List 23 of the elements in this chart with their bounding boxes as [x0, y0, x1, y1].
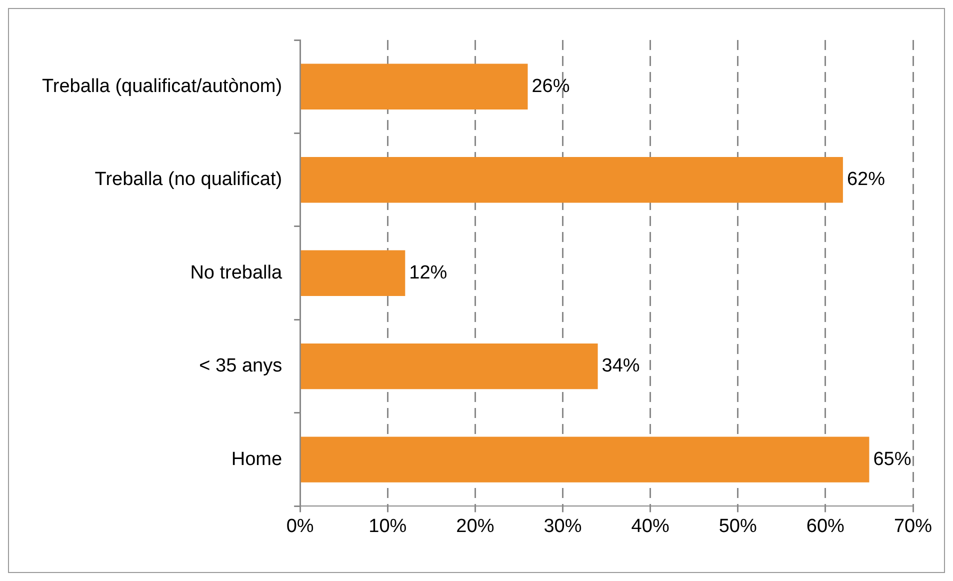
bar [300, 250, 406, 296]
bar [300, 157, 843, 203]
data-label: 62% [846, 169, 886, 190]
y-tick-label: Home [231, 448, 282, 470]
bar [300, 436, 870, 482]
x-tick-label: 60% [806, 516, 845, 537]
x-tick-label: 50% [718, 516, 757, 537]
data-label: 65% [873, 448, 912, 470]
bar [300, 343, 598, 390]
y-tick-label: Treballa (qualificat/autònom) [42, 76, 282, 97]
x-tick-label: 30% [544, 516, 582, 537]
x-tick-label: 10% [368, 516, 407, 537]
x-tick-label: 70% [894, 516, 932, 537]
y-tick-label: < 35 anys [199, 356, 282, 377]
y-tick-label: Treballa (no qualificat) [94, 169, 282, 190]
x-tick-label: 0% [286, 516, 314, 537]
data-label: 26% [532, 76, 570, 97]
x-tick-label: 20% [456, 516, 494, 537]
data-label: 34% [602, 356, 640, 377]
x-tick-label: 40% [631, 516, 670, 537]
y-tick-label: No treballa [190, 262, 283, 284]
data-label: 12% [409, 262, 448, 284]
bar [300, 64, 528, 110]
